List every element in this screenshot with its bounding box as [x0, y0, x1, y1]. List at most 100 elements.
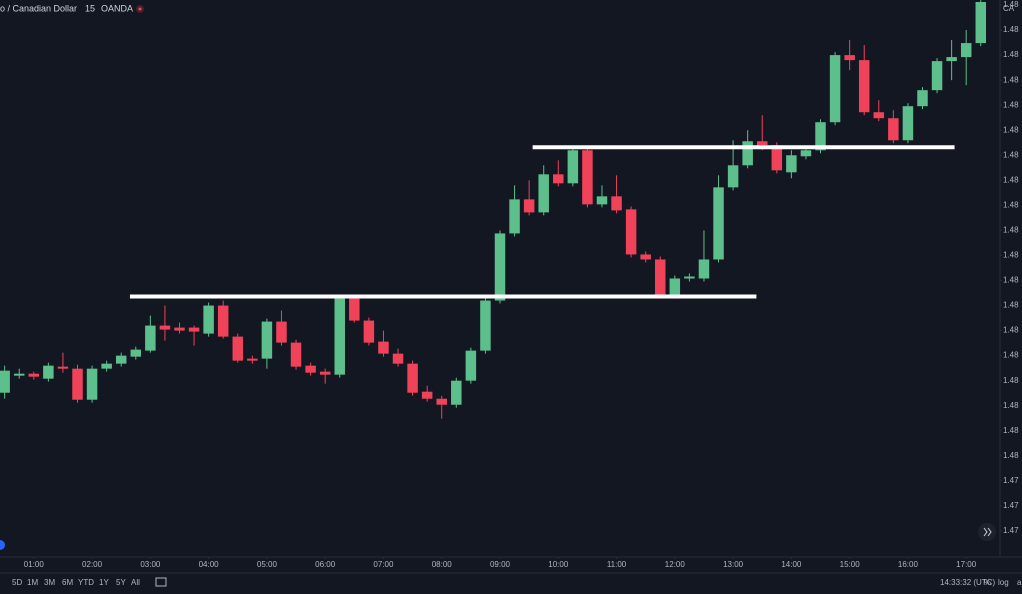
left-handle[interactable] [0, 540, 5, 550]
candle-body [421, 391, 433, 399]
x-tick-label: 02:00 [82, 560, 103, 569]
range-button[interactable]: 6M [62, 578, 73, 587]
candle-body [28, 373, 40, 377]
candle-body [451, 380, 462, 405]
y-tick-label: 1.47 [1003, 501, 1019, 510]
candle-body [43, 365, 54, 379]
candle-body [319, 371, 331, 375]
candle-body [829, 55, 841, 123]
candle-body [582, 150, 593, 205]
range-button[interactable]: 3M [44, 578, 55, 587]
y-tick-label: 1.48 [1003, 251, 1019, 260]
candle-body [975, 2, 987, 44]
log-toggle[interactable]: log [998, 578, 1009, 587]
symbol-name: o / Canadian Dollar [0, 3, 77, 13]
candle-body [392, 353, 404, 364]
candle-body [742, 141, 753, 166]
x-tick-label: 07:00 [373, 560, 394, 569]
candle-body [305, 365, 316, 373]
range-button[interactable]: All [131, 578, 140, 587]
y-tick-label: 1.48 [1003, 100, 1019, 109]
x-tick-label: 06:00 [315, 560, 336, 569]
scroll-icon [983, 527, 992, 537]
range-button[interactable]: 1M [27, 578, 38, 587]
x-tick-label: 14:00 [781, 560, 802, 569]
candle-body [523, 199, 535, 213]
plot-area [0, 0, 987, 419]
x-tick-label: 16:00 [898, 560, 919, 569]
y-tick-label: 1.48 [1003, 276, 1019, 285]
x-tick-label: 15:00 [840, 560, 861, 569]
candle-body [946, 57, 957, 62]
candle-body [917, 90, 928, 107]
x-tick-label: 13:00 [723, 560, 744, 569]
y-tick-label: 1.48 [1003, 150, 1019, 159]
x-tick-label: 08:00 [432, 560, 453, 569]
candle-body [902, 106, 914, 141]
y-tick-label: 1.48 [1003, 376, 1019, 385]
candle-body [538, 174, 549, 213]
candle-body [960, 43, 972, 58]
candle-body [494, 233, 506, 301]
y-tick-label: 1.48 [1003, 125, 1019, 134]
candle-body [159, 325, 171, 330]
candle-body [349, 298, 360, 321]
candle-body [640, 254, 651, 260]
bottom-toolbar: 14:33:32 (UTC) % log a 5D 1M 3M 6M YTD 1Y 5Y Al… [12, 577, 1022, 587]
range-button[interactable]: 5Y [116, 578, 126, 587]
y-tick-label: 1.48 [1003, 175, 1019, 184]
candle-body [86, 368, 98, 400]
x-tick-label: 03:00 [140, 560, 161, 569]
candle-body [0, 370, 10, 393]
y-tick-label: 1.48 [1003, 75, 1019, 84]
candle-body [611, 196, 622, 211]
compare-icon[interactable] [155, 577, 167, 587]
y-tick-label: 1.48 [1003, 451, 1019, 460]
y-tick-label: 1.48 [1003, 25, 1019, 34]
range-button[interactable]: 1Y [99, 578, 109, 587]
candle-body [844, 55, 855, 61]
candle-body [596, 196, 608, 205]
range-button[interactable]: YTD [78, 578, 94, 587]
x-tick-label: 01:00 [24, 560, 45, 569]
y-tick-label: 1.48 [1003, 326, 1019, 335]
candle-body [13, 373, 25, 376]
percent-toggle[interactable]: % [984, 578, 991, 587]
candle-body [276, 321, 287, 343]
y-tick-label: 1.48 [1003, 351, 1019, 360]
candle-body [480, 300, 491, 351]
y-tick-label: 1.48 [1003, 401, 1019, 410]
candle-body [334, 298, 345, 375]
range-button[interactable]: 5D [12, 578, 22, 587]
candle-body [684, 276, 695, 279]
candle-body [378, 341, 389, 354]
candle-body [698, 259, 710, 279]
y-tick-label: 1.48 [1003, 301, 1019, 310]
candle-body [145, 325, 156, 351]
x-tick-label: 17:00 [956, 560, 977, 569]
candle-body [57, 366, 69, 369]
candle-body [72, 368, 83, 400]
x-tick-label: 11:00 [607, 560, 627, 569]
candle-body [727, 165, 739, 188]
y-tick-label: 1.48 [1003, 0, 1019, 9]
auto-toggle[interactable]: a [1017, 578, 1022, 587]
candle-body [509, 199, 520, 234]
candle-body [203, 305, 214, 334]
candle-body [931, 61, 943, 91]
candle-body [553, 174, 564, 184]
clock: 14:33:32 (UTC) [940, 578, 995, 587]
candle-body [888, 118, 899, 141]
candle-body [217, 305, 229, 337]
y-tick-label: 1.48 [1003, 426, 1019, 435]
candle-body [800, 150, 812, 157]
candle-body [713, 187, 724, 260]
candle-body [858, 60, 870, 113]
candle-body [115, 355, 127, 364]
data-source: OANDA [101, 3, 133, 13]
candle-body [247, 358, 258, 361]
x-tick-label: 12:00 [665, 560, 686, 569]
x-tick-label: 09:00 [490, 560, 511, 569]
axis-currency: CA [1003, 4, 1015, 13]
